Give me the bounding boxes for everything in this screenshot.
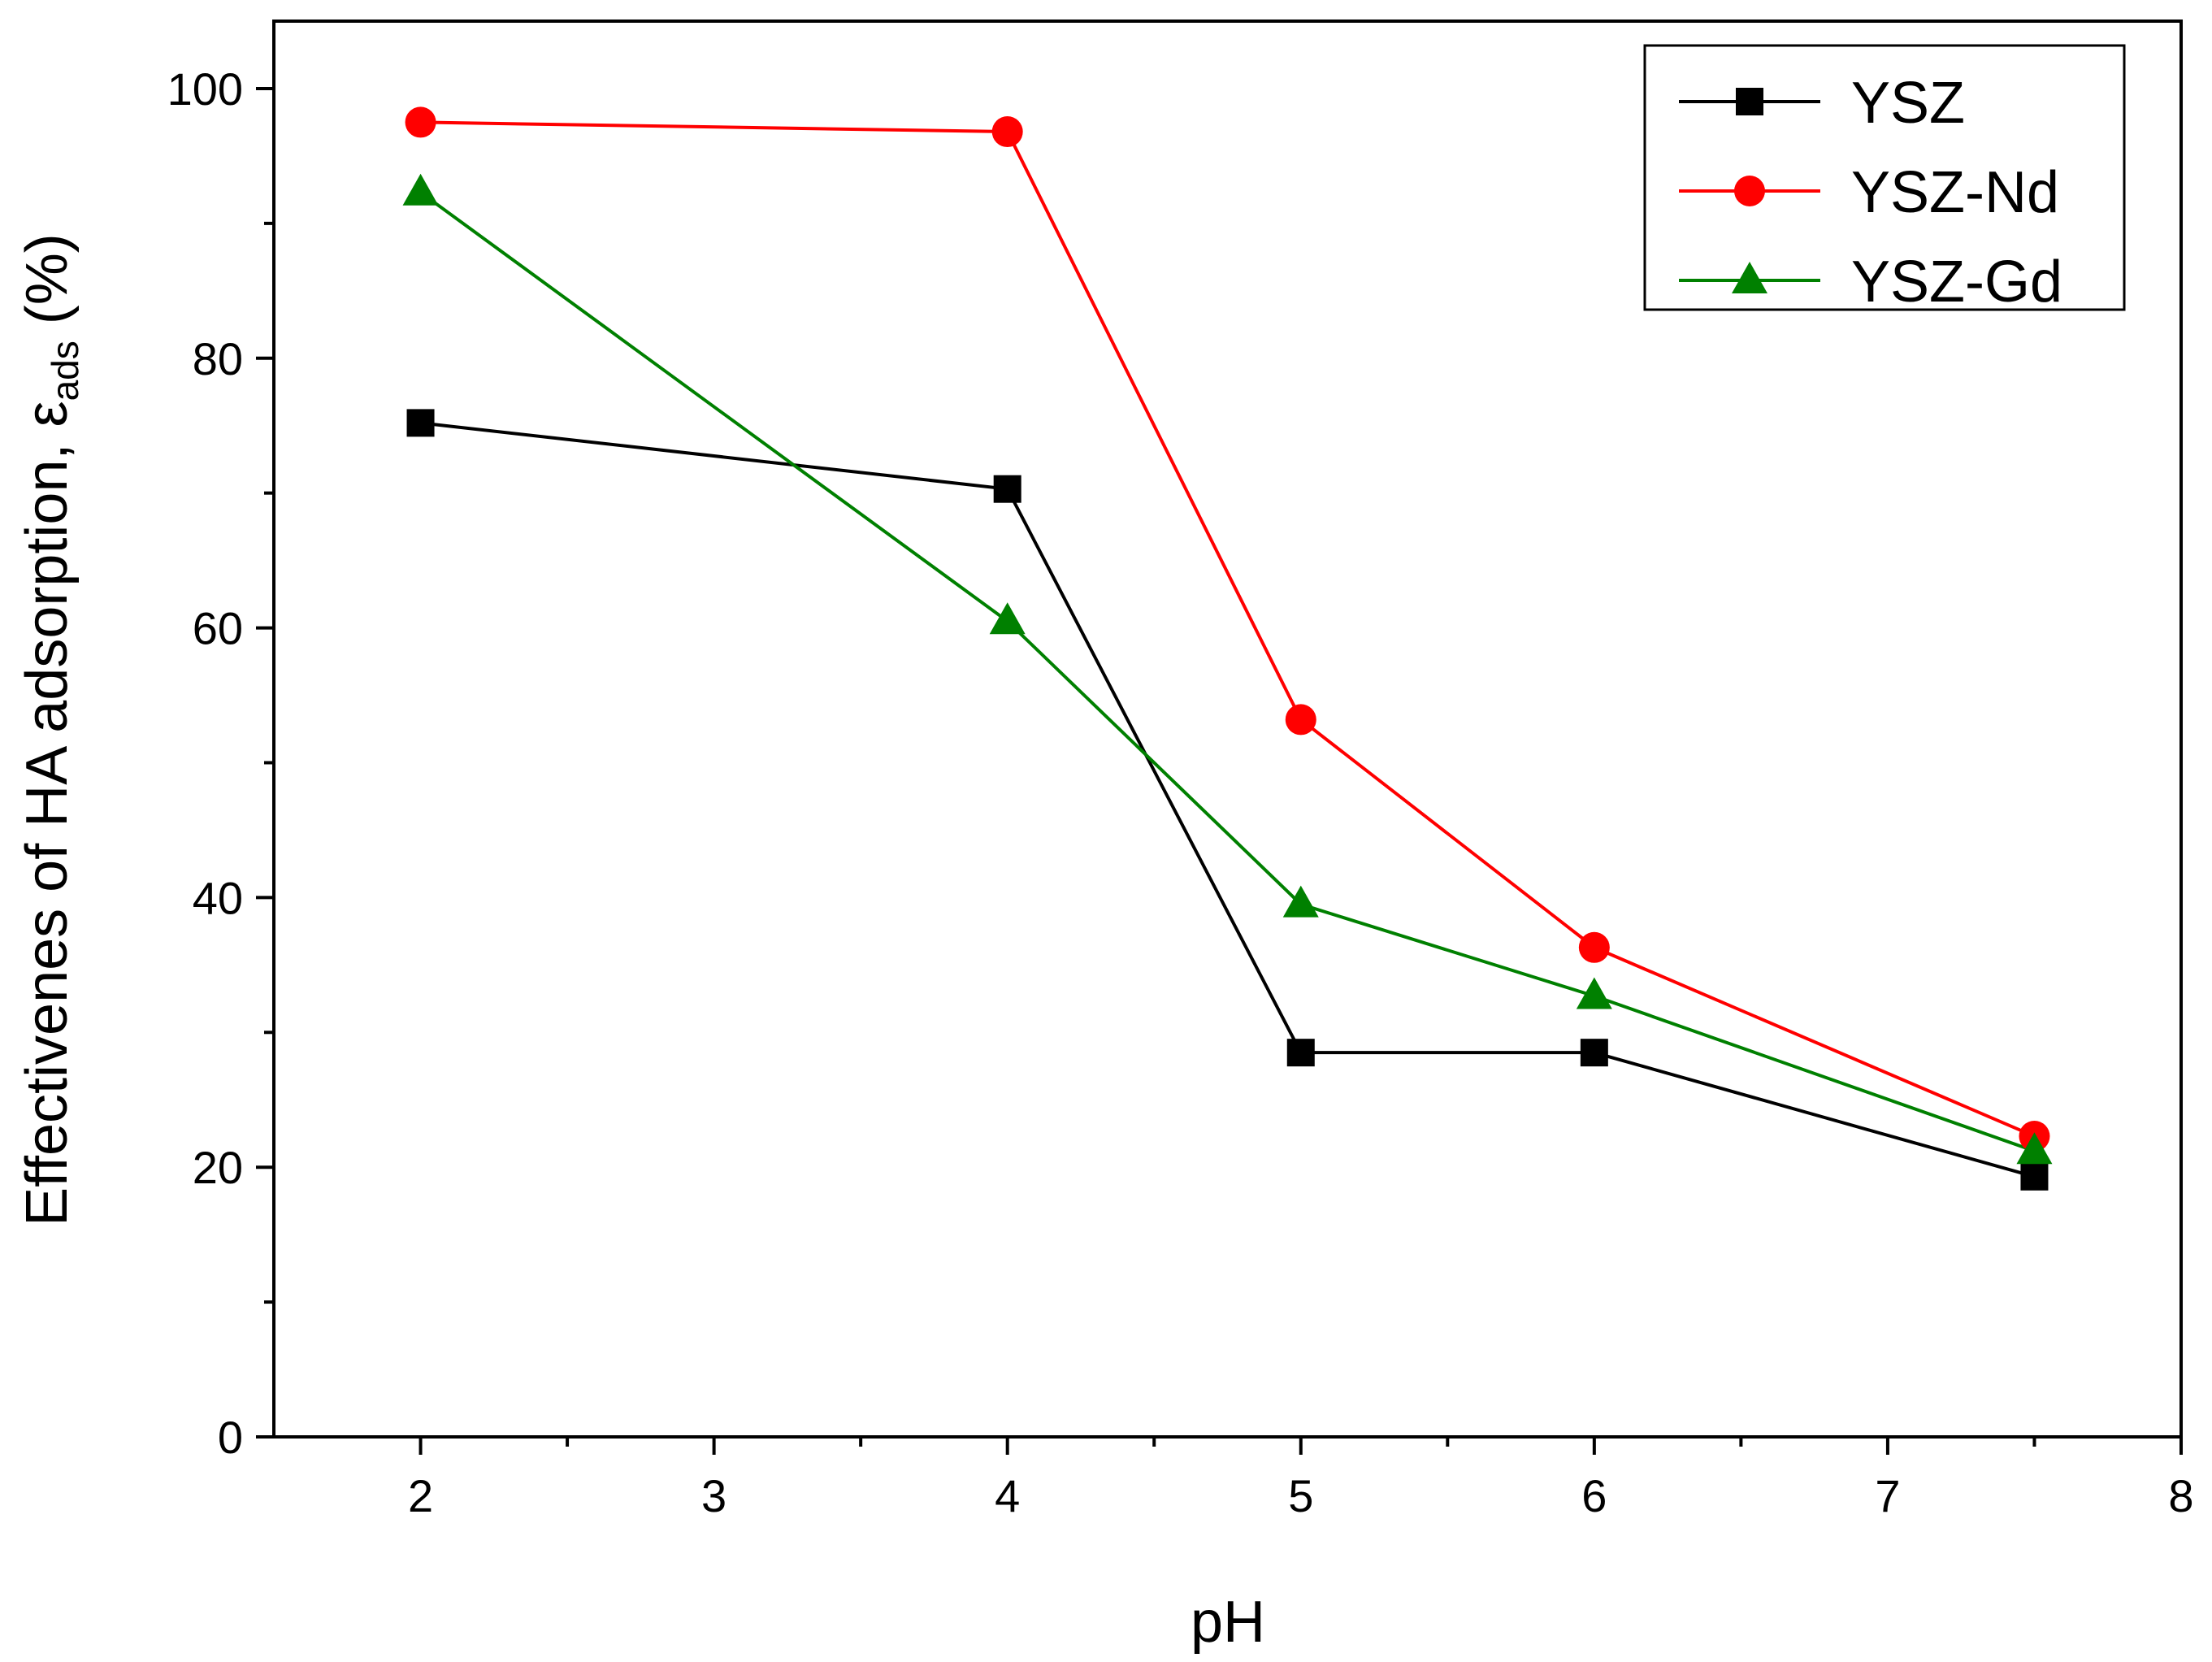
legend-box xyxy=(1643,44,2126,311)
legend: YSZ YSZ-Nd YSZ-Gd xyxy=(1643,44,2126,315)
x-tick-label: 5 xyxy=(1288,1470,1313,1521)
data-point-ysz xyxy=(2020,1162,2049,1191)
legend-label-ysz-nd: YSZ-Nd xyxy=(1851,160,2059,225)
x-tick-label: 8 xyxy=(2168,1470,2193,1521)
data-point-ysz-gd xyxy=(1282,885,1319,918)
data-point-ysz-gd xyxy=(989,602,1026,635)
y-axis-title-subscript: ads xyxy=(44,341,86,401)
legend-label-ysz: YSZ xyxy=(1851,71,1965,136)
data-point-ysz xyxy=(406,409,435,437)
y-tick-label: 40 xyxy=(193,872,243,923)
data-point-ysz xyxy=(1580,1039,1608,1067)
y-tick-label: 100 xyxy=(167,63,243,115)
data-point-ysz-gd xyxy=(1576,977,1612,1009)
data-point-ysz-nd xyxy=(991,116,1023,148)
data-point-ysz-nd xyxy=(1578,931,1610,963)
legend-label-ysz-gd: YSZ-Gd xyxy=(1851,250,2062,315)
series-markers xyxy=(402,106,2053,1191)
x-axis-title: pH xyxy=(1191,1590,1265,1655)
x-tick-label: 7 xyxy=(1875,1470,1900,1521)
x-tick-label: 3 xyxy=(701,1470,726,1521)
legend-marker-ysz xyxy=(1736,88,1763,115)
plot-frame xyxy=(272,20,2183,1439)
y-axis-title-suffix: (%) xyxy=(15,233,80,341)
x-axis-ticks: 2 3 4 5 6 7 8 xyxy=(408,1437,2194,1521)
x-tick-label: 2 xyxy=(408,1470,433,1521)
data-point-ysz-gd xyxy=(402,173,439,206)
y-tick-label: 60 xyxy=(193,603,243,654)
data-point-ysz-nd xyxy=(405,106,436,138)
y-axis-ticks: 0 20 40 60 80 100 xyxy=(167,63,274,1463)
legend-marker-ysz-gd xyxy=(1732,262,1767,293)
data-point-ysz xyxy=(1286,1039,1315,1067)
x-tick-label: 4 xyxy=(995,1470,1020,1521)
data-point-ysz-nd xyxy=(1285,704,1316,736)
data-point-ysz-gd xyxy=(2016,1132,2053,1165)
legend-marker-ysz-nd xyxy=(1734,176,1765,206)
y-tick-label: 80 xyxy=(193,333,243,384)
y-axis-title-main: Effectivenes of HA adsorption, xyxy=(15,427,80,1226)
y-tick-label: 0 xyxy=(218,1412,243,1463)
x-tick-label: 6 xyxy=(1581,1470,1607,1521)
y-axis-title: Effectivenes of HA adsorption, εads (%) xyxy=(15,233,86,1226)
y-axis-title-symbol: ε xyxy=(15,401,80,427)
y-tick-label: 20 xyxy=(193,1142,243,1193)
data-point-ysz xyxy=(993,475,1021,503)
